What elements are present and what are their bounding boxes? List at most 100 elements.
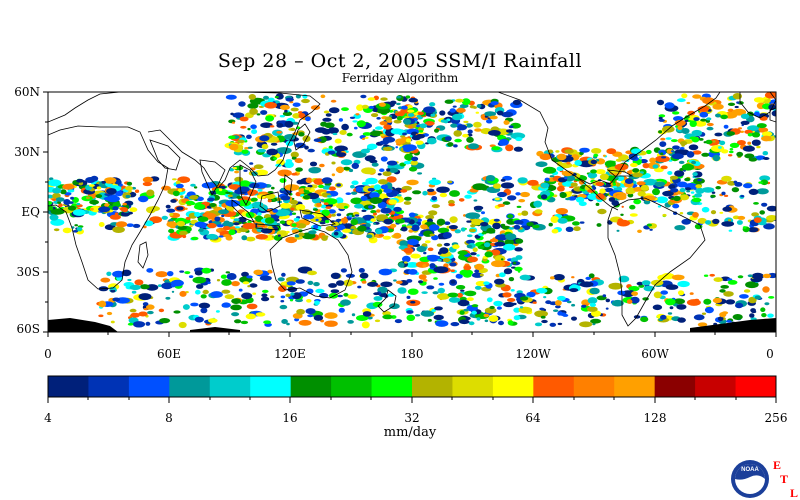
rain-blob [719,211,724,214]
rain-blob [759,175,771,182]
rain-blob [585,276,591,280]
rain-blob [426,137,437,145]
rain-blob [762,131,773,137]
rain-blob [98,314,104,318]
rain-blob [444,136,452,141]
rain-blob [436,186,450,193]
rain-blob [667,171,673,175]
rain-blob [671,274,685,281]
rain-blob [758,181,764,184]
rain-blob [200,294,207,299]
rain-blob [621,205,624,208]
rain-blob [700,118,707,122]
rain-blob [248,94,256,100]
rain-blob [485,175,496,182]
rain-blob [674,225,686,231]
rain-blob [307,314,314,318]
rain-blob [404,153,414,161]
rain-blob [597,208,607,215]
rain-blob [434,128,439,133]
rain-blob [52,198,57,201]
rain-blob [627,170,633,174]
rain-blob [277,234,281,237]
rain-blob [62,227,72,234]
rain-blob [303,214,315,220]
rain-blob [340,299,351,306]
rain-blob [179,270,185,273]
rain-blob [569,288,579,293]
rain-blob [294,234,300,238]
rain-blob [295,167,303,172]
rain-blob [109,214,121,220]
rain-blob [67,189,75,193]
rain-blob [484,251,493,258]
rain-blob [339,130,347,135]
rain-blob [725,299,736,305]
rain-blob [632,168,640,173]
rain-blob [121,207,128,213]
rain-blob [679,194,690,201]
rain-blob [67,205,77,211]
lat-label-60n: 60N [14,85,40,99]
rain-blob [278,285,287,293]
rain-blob [334,138,342,144]
lon-label-60e: 60E [156,347,182,361]
rain-blob [677,280,690,288]
rain-blob [375,228,383,235]
rain-blob [121,269,132,277]
rain-blob [616,229,620,232]
rain-blob [671,139,678,143]
arabia-outline [149,139,181,171]
rain-blob [467,129,473,134]
rain-blob [307,270,317,276]
rain-blob [190,236,199,241]
rain-blob [63,199,71,205]
lat-label-60s: 60S [16,322,41,336]
rain-blob [587,189,595,193]
colorbar-label-128: 128 [643,411,667,425]
rain-blob [422,264,427,268]
rain-blob [486,227,496,234]
rain-blob [673,298,685,305]
rain-blob [298,132,305,137]
rain-blob [142,302,149,306]
rain-blob [474,263,485,270]
rain-blob [367,316,373,320]
rain-blob [313,178,325,186]
rain-blob [261,296,270,302]
rain-blob [290,207,295,211]
rain-blob [575,196,585,203]
rain-blob [394,319,402,324]
rain-blob [279,202,292,209]
rain-blob [543,296,547,299]
rain-blob [354,126,358,130]
rain-blob [477,245,485,250]
rain-blob [493,183,502,189]
rain-blob [459,269,473,276]
colorbar-swatch [48,376,89,397]
rain-blob [122,202,127,206]
rain-blob [460,289,465,292]
rain-blob [427,188,435,192]
rain-blob [310,105,321,110]
rain-blob [483,313,490,318]
rain-blob [89,199,99,205]
rain-blob [433,266,449,274]
rain-blob [359,135,367,140]
rain-blob [395,138,406,145]
rain-blob [271,186,275,190]
rain-blob [190,183,196,187]
rain-blob [553,274,565,281]
rain-blob [548,222,553,227]
rain-blob [361,167,376,175]
north-america-outline [497,92,721,185]
rain-blob [295,279,305,284]
rain-blob [189,195,199,200]
rain-blob [112,297,121,302]
rainfall-blobs [48,92,776,329]
rain-blob [589,302,597,307]
rain-blob [284,109,288,113]
rain-blob [508,125,514,129]
rain-blob [639,156,642,159]
